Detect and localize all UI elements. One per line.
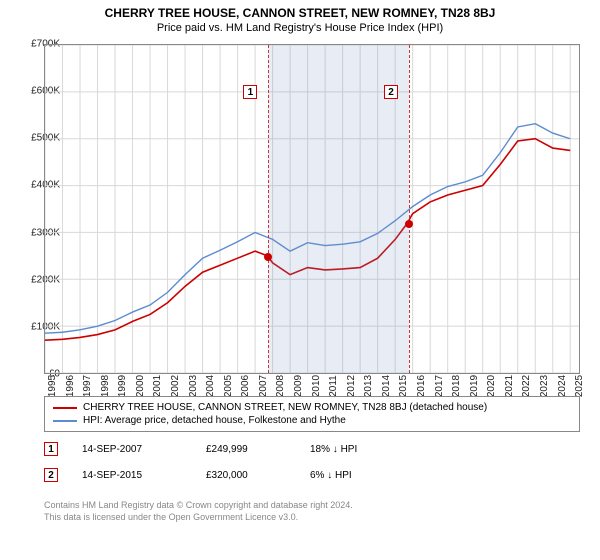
event-marker-1: 1 <box>44 442 58 456</box>
event-vline-2 <box>409 45 410 373</box>
event-date-1: 14-SEP-2007 <box>82 444 182 455</box>
x-tick-label: 2014 <box>381 375 392 397</box>
x-tick-label: 2016 <box>416 375 427 397</box>
x-tick-label: 2022 <box>521 375 532 397</box>
x-tick-label: 2019 <box>469 375 480 397</box>
x-tick-label: 1998 <box>100 375 111 397</box>
footer: Contains HM Land Registry data © Crown c… <box>44 500 580 523</box>
event-marker-2: 2 <box>44 468 58 482</box>
x-tick-label: 2021 <box>504 375 515 397</box>
x-tick-label: 2005 <box>223 375 234 397</box>
x-tick-label: 2006 <box>240 375 251 397</box>
x-tick-label: 2025 <box>574 375 585 397</box>
event-date-2: 14-SEP-2015 <box>82 470 182 481</box>
x-tick-label: 1999 <box>117 375 128 397</box>
event-row-2: 2 14-SEP-2015 £320,000 6% ↓ HPI <box>44 468 580 482</box>
event-delta-2: 6% ↓ HPI <box>310 470 352 481</box>
x-tick-label: 2002 <box>170 375 181 397</box>
chart-plot-area: 12 <box>44 44 580 374</box>
event-vline-1 <box>268 45 269 373</box>
legend-swatch-property <box>53 407 77 409</box>
event-price-1: £249,999 <box>206 444 286 455</box>
x-tick-label: 2010 <box>311 375 322 397</box>
legend-row-property: CHERRY TREE HOUSE, CANNON STREET, NEW RO… <box>53 401 571 414</box>
chart-marker-1: 1 <box>243 85 257 99</box>
legend: CHERRY TREE HOUSE, CANNON STREET, NEW RO… <box>44 396 580 432</box>
x-tick-label: 1995 <box>47 375 58 397</box>
x-tick-label: 2001 <box>152 375 163 397</box>
footer-line-1: Contains HM Land Registry data © Crown c… <box>44 500 580 512</box>
x-tick-label: 2024 <box>557 375 568 397</box>
x-tick-label: 1997 <box>82 375 93 397</box>
event-price-2: £320,000 <box>206 470 286 481</box>
x-tick-label: 2008 <box>275 375 286 397</box>
chart-subtitle: Price paid vs. HM Land Registry's House … <box>0 20 600 38</box>
x-tick-label: 2018 <box>451 375 462 397</box>
x-tick-label: 2009 <box>293 375 304 397</box>
x-tick-label: 2007 <box>258 375 269 397</box>
x-tick-label: 2017 <box>434 375 445 397</box>
x-tick-label: 2020 <box>486 375 497 397</box>
x-tick-label: 2015 <box>398 375 409 397</box>
chart-title: CHERRY TREE HOUSE, CANNON STREET, NEW RO… <box>0 0 600 20</box>
legend-row-hpi: HPI: Average price, detached house, Folk… <box>53 414 571 427</box>
x-tick-label: 2004 <box>205 375 216 397</box>
x-tick-label: 2003 <box>188 375 199 397</box>
x-tick-label: 2011 <box>328 375 339 397</box>
footer-line-2: This data is licensed under the Open Gov… <box>44 512 580 524</box>
legend-label-property: CHERRY TREE HOUSE, CANNON STREET, NEW RO… <box>83 402 487 413</box>
sale-point-2 <box>405 220 413 228</box>
event-row-1: 1 14-SEP-2007 £249,999 18% ↓ HPI <box>44 442 580 456</box>
x-tick-label: 2000 <box>135 375 146 397</box>
x-tick-label: 1996 <box>65 375 76 397</box>
sale-point-1 <box>264 253 272 261</box>
x-tick-label: 2012 <box>346 375 357 397</box>
x-tick-label: 2023 <box>539 375 550 397</box>
chart-marker-2: 2 <box>384 85 398 99</box>
legend-label-hpi: HPI: Average price, detached house, Folk… <box>83 415 346 426</box>
event-delta-1: 18% ↓ HPI <box>310 444 357 455</box>
legend-swatch-hpi <box>53 420 77 422</box>
x-tick-label: 2013 <box>363 375 374 397</box>
chart-container: CHERRY TREE HOUSE, CANNON STREET, NEW RO… <box>0 0 600 560</box>
